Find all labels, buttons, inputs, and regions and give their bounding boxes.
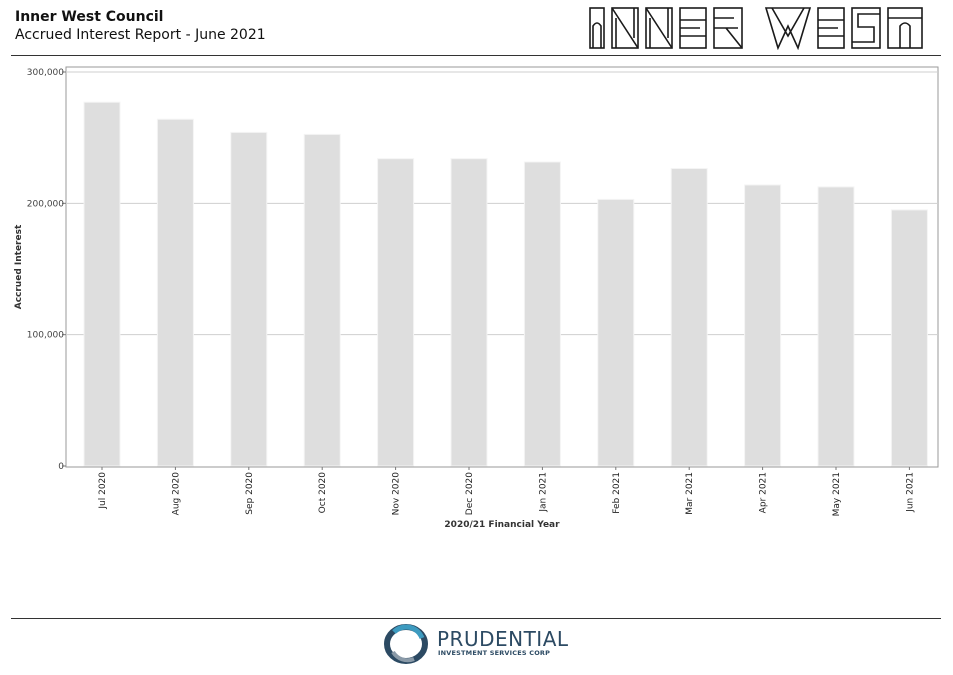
x-tick-label: Sep 2020 <box>245 472 255 515</box>
x-tick-label: Oct 2020 <box>318 472 328 514</box>
footer-brand: PRUDENTIAL <box>437 627 569 651</box>
bar <box>744 184 782 467</box>
x-tick-label: Apr 2021 <box>759 472 769 513</box>
bar <box>303 133 341 467</box>
x-axis-ticks: Jul 2020 Aug 2020 Sep 2020 Oct 2020 Nov 2020… <box>98 472 915 517</box>
y-tick-label: 200,000 <box>27 199 64 209</box>
report-organisation: Inner West Council <box>15 9 164 25</box>
bar <box>156 118 194 467</box>
y-tick-label: 300,000 <box>27 68 64 78</box>
bar <box>670 168 708 467</box>
x-axis-label: 2020/21 Financial Year <box>444 520 560 530</box>
prudential-logo-icon <box>384 624 428 664</box>
footer-divider <box>11 618 941 619</box>
plot-area-frame <box>65 66 939 468</box>
bar <box>450 158 488 467</box>
bar <box>890 209 928 467</box>
bar <box>597 198 635 467</box>
x-tick-label: Jul 2020 <box>98 472 108 510</box>
report-subtitle: Accrued Interest Report - June 2021 <box>15 27 266 43</box>
x-tick-label: May 2021 <box>832 472 842 516</box>
x-tick-label: Aug 2020 <box>171 472 181 516</box>
inner-west-logo <box>589 7 923 50</box>
x-tick-label: Feb 2021 <box>612 472 622 514</box>
bar <box>230 131 268 467</box>
bar <box>523 161 561 467</box>
bar <box>377 158 415 467</box>
footer-tagline: INVESTMENT SERVICES CORP <box>438 649 551 657</box>
bar <box>83 101 121 467</box>
x-tick-label: Mar 2021 <box>685 472 695 515</box>
y-tick-label: 100,000 <box>27 331 64 341</box>
y-tick-label: 0 <box>58 462 64 472</box>
accrued-interest-chart: 0 100,000 200,000 300,000 Jul 2020 Aug 2020 S… <box>14 66 939 530</box>
bar <box>817 186 855 467</box>
x-tick-label: Dec 2020 <box>465 472 475 515</box>
x-tick-label: Nov 2020 <box>392 472 402 516</box>
x-tick-label: Jun 2021 <box>905 472 915 513</box>
y-axis-label: Accrued Interest <box>14 224 24 309</box>
y-axis-ticks: 0 100,000 200,000 300,000 <box>27 68 64 472</box>
x-tick-label: Jan 2021 <box>538 472 548 513</box>
bars <box>83 101 928 470</box>
header-divider <box>11 55 941 56</box>
gridlines <box>62 71 938 467</box>
